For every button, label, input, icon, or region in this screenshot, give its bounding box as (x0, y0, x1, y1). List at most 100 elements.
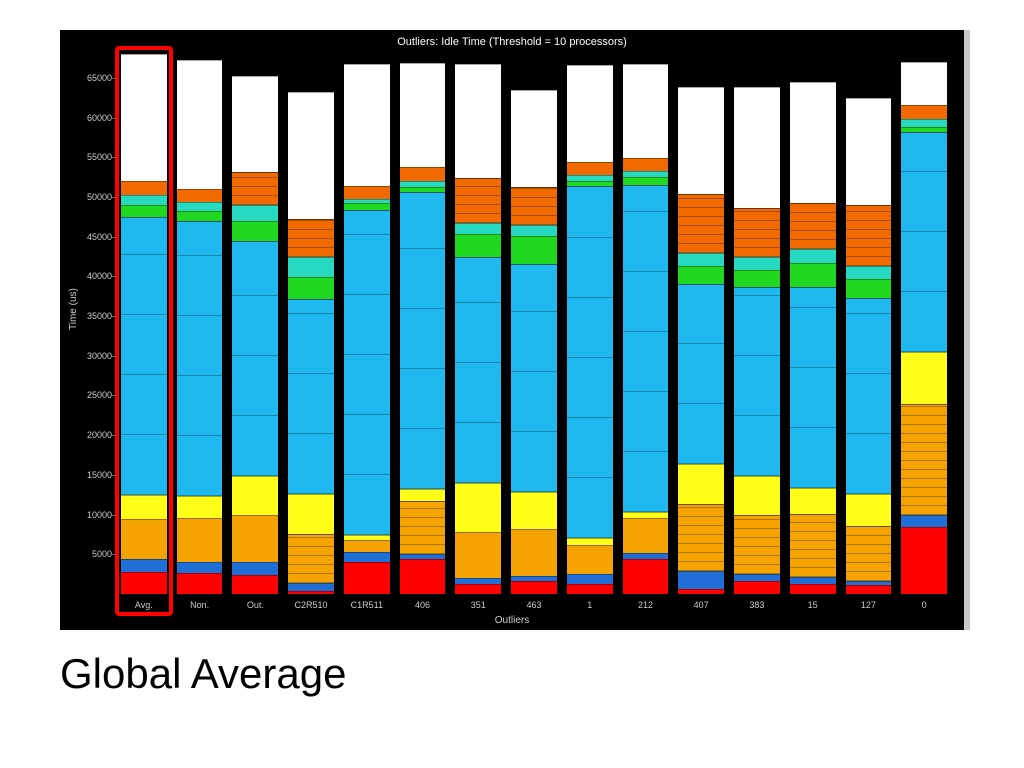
segment (678, 589, 724, 594)
segment (678, 504, 724, 571)
segment (400, 489, 446, 501)
segment (344, 210, 390, 536)
y-tick-label: 15000 (82, 470, 112, 480)
segment (344, 186, 390, 199)
x-category-label: 1 (587, 600, 592, 610)
segment (511, 187, 557, 225)
segment (344, 64, 390, 186)
segment (734, 476, 780, 514)
segment (177, 211, 223, 221)
segment (177, 518, 223, 562)
segment (846, 205, 892, 266)
segment (177, 202, 223, 212)
bar-out (232, 76, 278, 594)
scrollbar-stub (964, 30, 970, 630)
segment (790, 584, 836, 594)
x-category-label: 463 (526, 600, 541, 610)
segment (288, 583, 334, 591)
segment (901, 105, 947, 119)
segment (400, 167, 446, 181)
segment (232, 562, 278, 575)
segment (567, 175, 613, 181)
bar-0 (901, 62, 947, 594)
plot-area (116, 54, 952, 594)
segment (901, 404, 947, 515)
y-tick-mark (112, 435, 116, 436)
segment (623, 553, 669, 559)
segment (455, 234, 501, 256)
segment (177, 221, 223, 496)
y-axis-label: Time (us) (68, 288, 79, 330)
segment (901, 119, 947, 127)
segment (511, 90, 557, 187)
segment (734, 581, 780, 594)
segment (511, 264, 557, 492)
segment (734, 515, 780, 575)
y-tick-mark (112, 356, 116, 357)
segment (567, 545, 613, 574)
segment (846, 494, 892, 526)
y-tick-mark (112, 276, 116, 277)
segment (846, 581, 892, 585)
bar-non (177, 60, 223, 594)
segment (455, 578, 501, 584)
y-tick-mark (112, 78, 116, 79)
segment (790, 577, 836, 584)
segment (288, 92, 334, 219)
x-category-label: 15 (808, 600, 818, 610)
x-category-label: 0 (922, 600, 927, 610)
y-tick-mark (112, 118, 116, 119)
segment (623, 158, 669, 171)
segment (455, 178, 501, 223)
y-tick-mark (112, 515, 116, 516)
segment (177, 60, 223, 189)
segment (455, 223, 501, 234)
segment (790, 82, 836, 204)
segment (901, 515, 947, 526)
segment (344, 199, 390, 204)
y-tick-label: 10000 (82, 510, 112, 520)
segment (288, 534, 334, 583)
segment (177, 562, 223, 573)
segment (288, 494, 334, 534)
y-tick-label: 40000 (82, 271, 112, 281)
segment (400, 192, 446, 489)
segment (678, 87, 724, 194)
segment (344, 540, 390, 552)
y-tick-mark (112, 395, 116, 396)
y-tick-mark (112, 197, 116, 198)
x-category-label: 383 (749, 600, 764, 610)
segment (790, 249, 836, 263)
y-tick-label: 5000 (82, 549, 112, 559)
segment (623, 518, 669, 553)
segment (511, 581, 557, 594)
segment (901, 62, 947, 105)
segment (232, 172, 278, 205)
segment (678, 571, 724, 589)
segment (511, 225, 557, 236)
segment (678, 194, 724, 254)
segment (567, 65, 613, 162)
chart-title: Outliers: Idle Time (Threshold = 10 proc… (60, 36, 964, 48)
segment (846, 526, 892, 582)
segment (623, 512, 669, 518)
x-category-label: C2R510 (295, 600, 328, 610)
x-category-label: 351 (471, 600, 486, 610)
segment (790, 263, 836, 287)
segment (344, 535, 390, 540)
segment (400, 559, 446, 594)
segment (400, 501, 446, 553)
y-tick-label: 25000 (82, 390, 112, 400)
segment (846, 266, 892, 279)
segment (455, 257, 501, 483)
segment (623, 64, 669, 159)
bar-15 (790, 82, 836, 594)
y-tick-mark (112, 554, 116, 555)
segment (901, 527, 947, 595)
segment (790, 203, 836, 249)
segment (901, 127, 947, 132)
segment (734, 257, 780, 270)
segment (623, 185, 669, 512)
segment (177, 496, 223, 518)
segment (623, 559, 669, 594)
